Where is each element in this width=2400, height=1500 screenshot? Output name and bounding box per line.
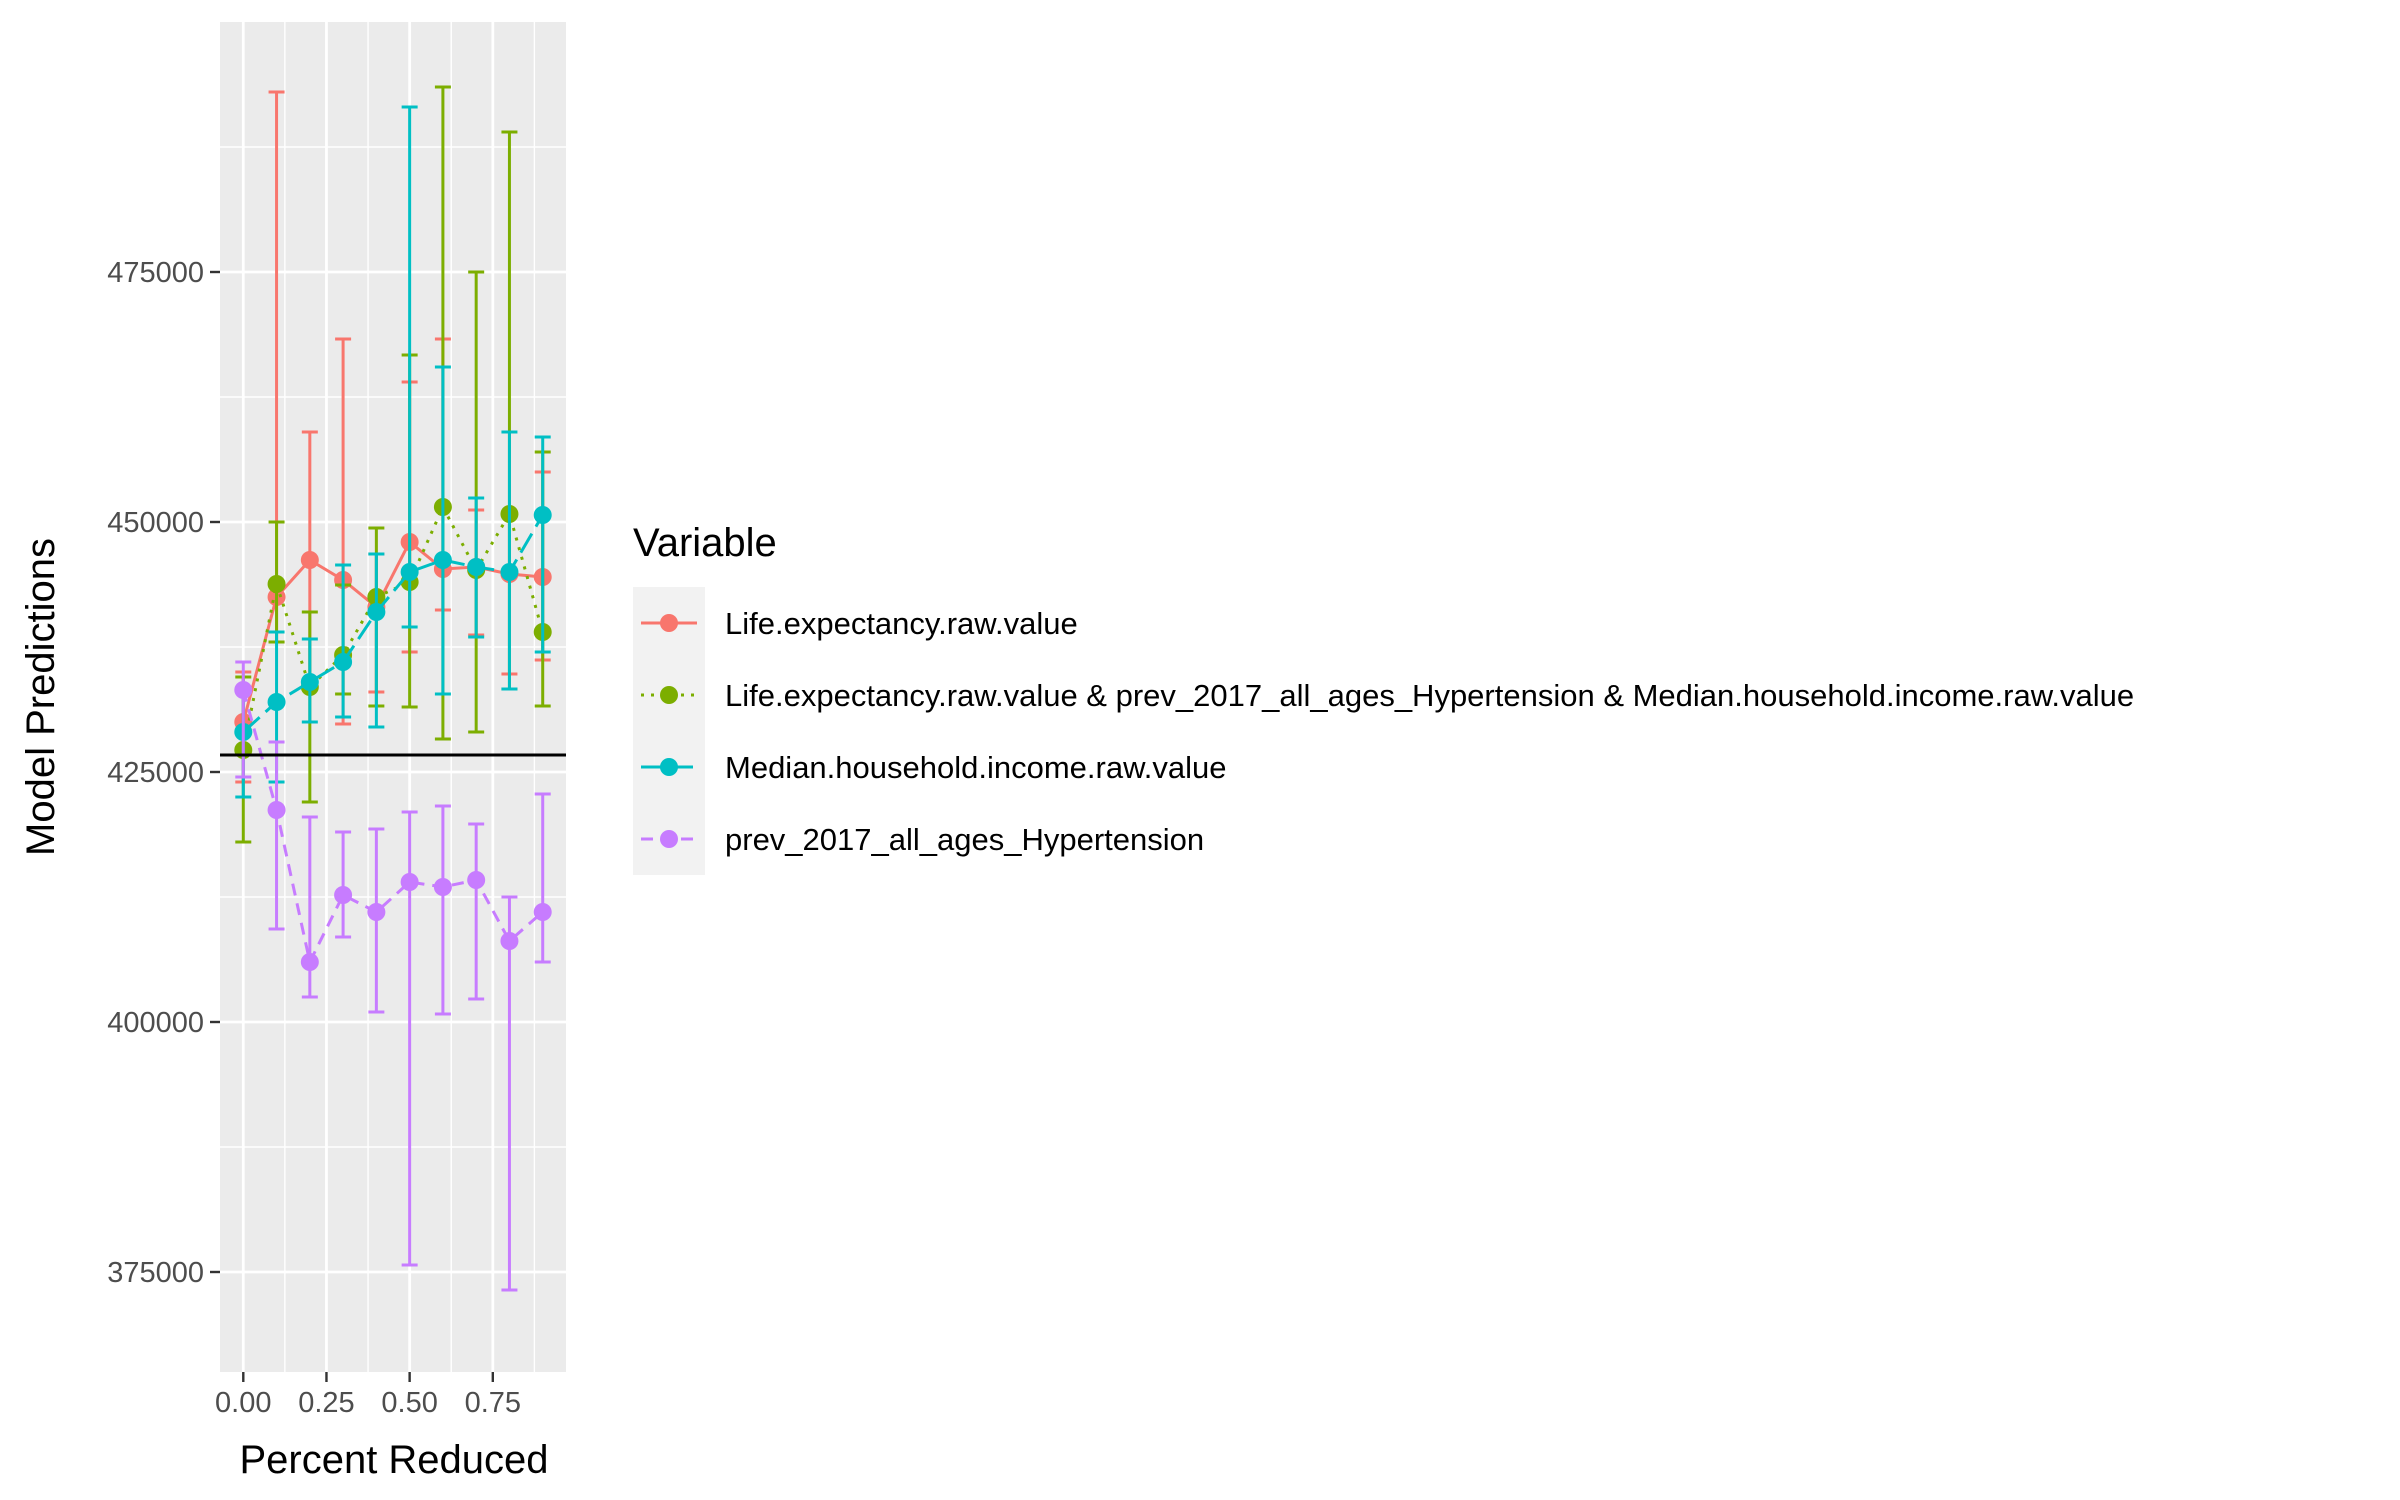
data-point: [300, 953, 319, 971]
data-point: [267, 575, 286, 593]
series-line: [242, 514, 545, 734]
legend-label: Life.expectancy.raw.value: [725, 606, 1078, 641]
data-point: [533, 903, 552, 921]
data-point: [433, 551, 452, 569]
x-tick-label: 0.75: [465, 1387, 521, 1419]
data-point: [334, 886, 353, 904]
data-point: [467, 558, 486, 576]
legend-entry: Life.expectancy.raw.value & prev_2017_al…: [641, 678, 2134, 713]
legend-label: Median.household.income.raw.value: [725, 750, 1226, 785]
data-point: [467, 871, 486, 889]
y-tick-label: 425000: [107, 757, 204, 789]
legend-key-point: [660, 830, 678, 848]
data-point: [267, 801, 286, 819]
data-point: [234, 681, 253, 699]
legend-key-point: [660, 758, 678, 776]
axes: 375000 400000 425000 450000 475000 0.00 0.25 0.…: [107, 257, 521, 1419]
data-point: [334, 653, 353, 671]
legend-key-point: [660, 614, 678, 632]
series-layer: [220, 85, 566, 1292]
series-line: [241, 503, 545, 751]
series-4: [234, 660, 552, 1292]
data-point: [500, 563, 519, 581]
y-tick-label: 475000: [107, 257, 204, 289]
x-tick-label: 0.00: [215, 1387, 271, 1419]
data-point: [300, 673, 319, 691]
data-point: [267, 693, 286, 711]
legend-label: prev_2017_all_ages_Hypertension: [725, 822, 1204, 857]
legend-label: Life.expectancy.raw.value & prev_2017_al…: [725, 678, 2134, 713]
legend-title: Variable: [633, 521, 777, 565]
y-tick-label: 450000: [107, 507, 204, 539]
legend: Variable Life.expectancy.raw.value Life.ex…: [633, 521, 2134, 875]
legend-entry: Life.expectancy.raw.value: [641, 606, 1078, 641]
series-line: [241, 689, 544, 967]
data-point: [300, 551, 319, 569]
data-point: [400, 873, 419, 891]
legend-entry: Median.household.income.raw.value: [641, 750, 1226, 785]
data-point: [367, 603, 386, 621]
y-axis-title: Model Predictions: [19, 538, 63, 856]
x-tick-label: 0.50: [381, 1387, 437, 1419]
y-tick-label: 400000: [107, 1007, 204, 1039]
data-point: [433, 878, 452, 896]
data-point: [500, 932, 519, 950]
data-point: [367, 903, 386, 921]
legend-entry: prev_2017_all_ages_Hypertension: [641, 822, 1204, 857]
x-tick-label: 0.25: [298, 1387, 354, 1419]
y-tick-label: 375000: [107, 1257, 204, 1289]
x-axis-title: Percent Reduced: [239, 1438, 548, 1482]
legend-key-point: [660, 686, 678, 704]
data-point: [400, 563, 419, 581]
data-point: [533, 506, 552, 524]
legend-key-background: [633, 587, 705, 875]
